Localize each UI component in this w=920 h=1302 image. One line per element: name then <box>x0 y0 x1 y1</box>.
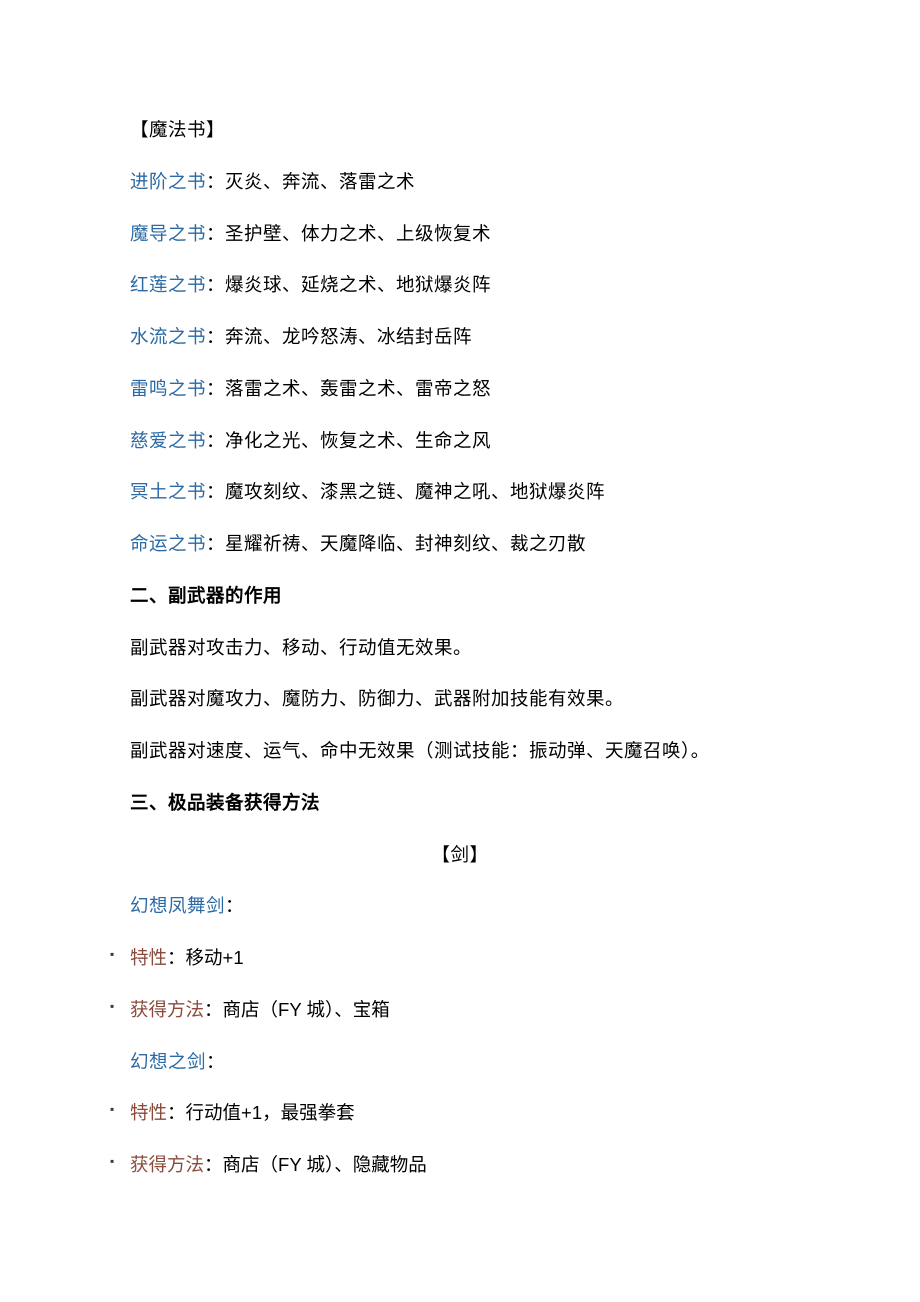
book-desc: ：星耀祈祷、天魔降临、封神刻纹、裁之刃散 <box>206 533 586 554</box>
book-name: 红莲之书 <box>130 274 206 295</box>
book-desc: ：灭炎、奔流、落雷之术 <box>206 171 415 192</box>
magic-books-header: 【魔法书】 <box>130 116 790 144</box>
item-name-line: 幻想之剑： <box>130 1048 790 1076</box>
book-desc: ：落雷之术、轰雷之术、雷帝之怒 <box>206 378 491 399</box>
trait-value: ：移动+1 <box>167 947 244 968</box>
trait-value: ：行动值+1，最强拳套 <box>167 1102 355 1123</box>
item-colon: ： <box>206 1051 225 1072</box>
book-name: 慈爱之书 <box>130 430 206 451</box>
item-attributes-list: 特性：移动+1 获得方法：商店（FY 城）、宝箱 <box>130 944 790 1024</box>
section2-line: 副武器对攻击力、移动、行动值无效果。 <box>130 634 790 662</box>
book-desc: ：圣护壁、体力之术、上级恢复术 <box>206 223 491 244</box>
document-page: 【魔法书】 进阶之书：灭炎、奔流、落雷之术 魔导之书：圣护壁、体力之术、上级恢复… <box>0 0 920 1302</box>
book-desc: ：净化之光、恢复之术、生命之风 <box>206 430 491 451</box>
trait-label: 特性 <box>130 947 167 968</box>
book-line: 魔导之书：圣护壁、体力之术、上级恢复术 <box>130 220 790 248</box>
book-name: 冥土之书 <box>130 481 206 502</box>
item-method: 获得方法：商店（FY 城）、宝箱 <box>110 996 790 1024</box>
section2-line: 副武器对魔攻力、魔防力、防御力、武器附加技能有效果。 <box>130 685 790 713</box>
section2-title: 二、副武器的作用 <box>130 582 790 610</box>
item-attributes-list: 特性：行动值+1，最强拳套 获得方法：商店（FY 城）、隐藏物品 <box>130 1099 790 1179</box>
book-name: 雷鸣之书 <box>130 378 206 399</box>
book-desc: ：魔攻刻纹、漆黑之链、魔神之吼、地狱爆炎阵 <box>206 481 605 502</box>
item-trait: 特性：移动+1 <box>110 944 790 972</box>
method-label: 获得方法 <box>130 999 204 1020</box>
book-line: 进阶之书：灭炎、奔流、落雷之术 <box>130 168 790 196</box>
method-value: ：商店（FY 城）、隐藏物品 <box>204 1154 427 1175</box>
book-name: 水流之书 <box>130 326 206 347</box>
book-desc: ：爆炎球、延烧之术、地狱爆炎阵 <box>206 274 491 295</box>
item-name: 幻想之剑 <box>130 1051 206 1072</box>
book-line: 慈爱之书：净化之光、恢复之术、生命之风 <box>130 427 790 455</box>
item-colon: ： <box>225 895 244 916</box>
book-name: 魔导之书 <box>130 223 206 244</box>
sword-category-header: 【剑】 <box>130 841 790 869</box>
book-line: 雷鸣之书：落雷之术、轰雷之术、雷帝之怒 <box>130 375 790 403</box>
method-label: 获得方法 <box>130 1154 204 1175</box>
section3-title: 三、极品装备获得方法 <box>130 789 790 817</box>
item-name-line: 幻想凤舞剑： <box>130 892 790 920</box>
item-trait: 特性：行动值+1，最强拳套 <box>110 1099 790 1127</box>
book-desc: ：奔流、龙吟怒涛、冰结封岳阵 <box>206 326 472 347</box>
section2-line: 副武器对速度、运气、命中无效果（测试技能：振动弹、天魔召唤）。 <box>130 737 790 765</box>
item-name: 幻想凤舞剑 <box>130 895 225 916</box>
book-name: 命运之书 <box>130 533 206 554</box>
book-name: 进阶之书 <box>130 171 206 192</box>
book-line: 红莲之书：爆炎球、延烧之术、地狱爆炎阵 <box>130 271 790 299</box>
item-method: 获得方法：商店（FY 城）、隐藏物品 <box>110 1151 790 1179</box>
book-line: 水流之书：奔流、龙吟怒涛、冰结封岳阵 <box>130 323 790 351</box>
trait-label: 特性 <box>130 1102 167 1123</box>
method-value: ：商店（FY 城）、宝箱 <box>204 999 390 1020</box>
book-line: 命运之书：星耀祈祷、天魔降临、封神刻纹、裁之刃散 <box>130 530 790 558</box>
book-line: 冥土之书：魔攻刻纹、漆黑之链、魔神之吼、地狱爆炎阵 <box>130 478 790 506</box>
